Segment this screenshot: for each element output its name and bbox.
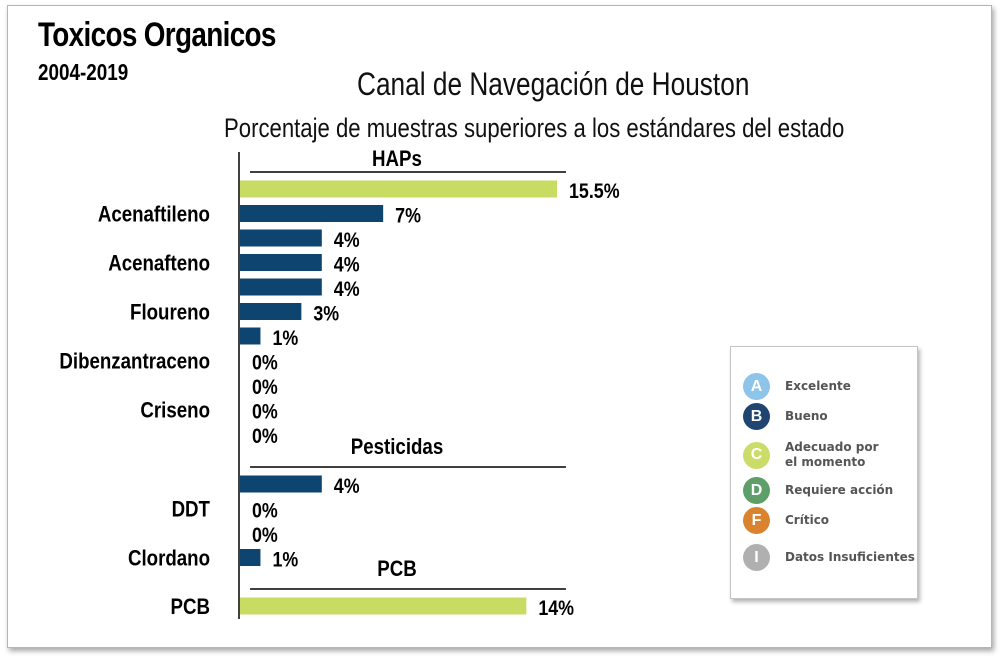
chart-title: Toxicos Organicos (38, 16, 276, 54)
legend: A Excelente B Bueno C Adecuado por el mo… (730, 346, 918, 599)
bar (240, 327, 261, 345)
data-label: 7% (395, 204, 421, 228)
data-label: 0% (252, 425, 278, 449)
data-label: 15.5% (569, 180, 620, 204)
legend-item-a: A Excelente (743, 373, 851, 400)
category-label: Criseno (140, 399, 210, 423)
data-label: 0% (252, 524, 278, 548)
data-label: 0% (252, 376, 278, 400)
grade-a-icon: A (743, 373, 770, 400)
grade-d-icon: D (743, 477, 770, 504)
category-label: Acenafteno (108, 252, 210, 276)
category-label: PCB (171, 596, 210, 620)
legend-item-i: I Datos Insuficientes (743, 544, 915, 571)
group-header: Pesticidas (351, 436, 443, 460)
legend-item-b: B Bueno (743, 403, 828, 430)
bar (240, 205, 384, 222)
legend-label: Datos Insuficientes (785, 550, 915, 564)
bar (240, 229, 322, 247)
legend-label: Adecuado por el momento (785, 440, 879, 469)
legend-label: Requiere acción (785, 483, 894, 497)
data-label: 14% (538, 597, 574, 621)
legend-label: Bueno (785, 409, 828, 423)
grade-b-icon: B (743, 403, 770, 430)
legend-item-d: D Requiere acción (743, 477, 893, 504)
grade-c-icon: C (743, 441, 770, 469)
chart-years: 2004-2019 (38, 59, 129, 85)
data-label: 4% (334, 475, 360, 499)
category-label: Acenaftileno (98, 203, 210, 227)
bar (240, 475, 322, 493)
legend-label: Crítico (785, 513, 830, 527)
data-label: 4% (334, 253, 360, 277)
bar (240, 254, 322, 271)
data-label: 3% (313, 302, 339, 326)
bar (240, 549, 261, 566)
group-header: PCB (377, 558, 416, 582)
data-label: 4% (334, 229, 360, 253)
bar (240, 597, 527, 615)
data-label: 0% (252, 400, 278, 424)
grade-i-icon: I (743, 544, 770, 571)
category-label: Dibenzantraceno (59, 350, 210, 374)
legend-item-f: F Crítico (743, 507, 829, 534)
location-title: Canal de Navegación de Houston (357, 66, 750, 102)
category-label: Clordano (128, 547, 210, 571)
chart-subtitle: Porcentaje de muestras superiores a los … (224, 113, 845, 143)
data-label: 1% (272, 327, 298, 351)
data-label: 4% (334, 278, 360, 302)
bar (240, 180, 557, 198)
bar (240, 278, 322, 296)
category-label: DDT (172, 498, 211, 522)
bar (240, 303, 302, 320)
category-label: Floureno (130, 301, 210, 325)
legend-item-c: C Adecuado por el momento (743, 440, 879, 470)
grade-f-icon: F (743, 507, 770, 534)
legend-label: Excelente (785, 379, 851, 393)
data-label: 0% (252, 351, 278, 375)
group-header: HAPs (372, 148, 422, 172)
data-label: 1% (272, 548, 298, 572)
data-label: 0% (252, 499, 278, 523)
